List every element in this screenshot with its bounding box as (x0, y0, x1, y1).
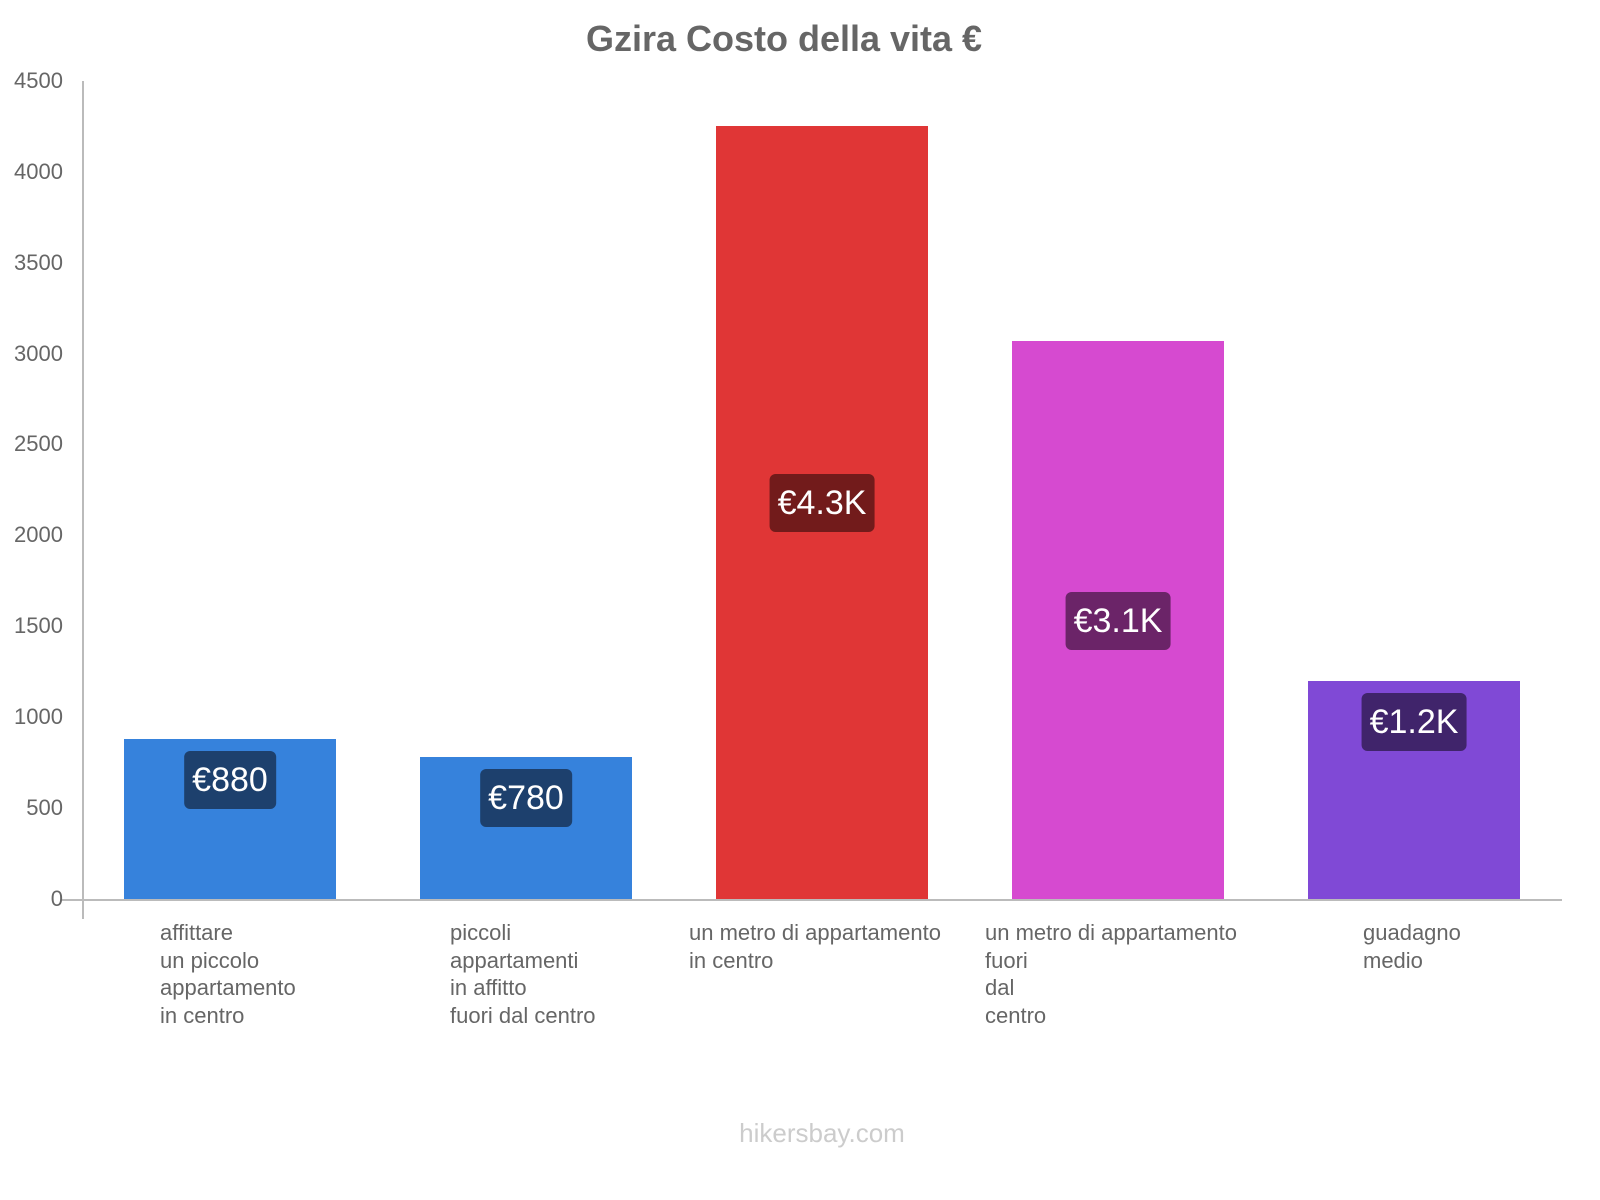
y-tick: 500 (26, 795, 63, 820)
y-axis (82, 81, 84, 919)
x-label: guadagno medio (1363, 920, 1461, 973)
bar-value-label: €880 (184, 751, 276, 810)
y-tick: 1500 (14, 613, 63, 638)
watermark: hikersbay.com (739, 1118, 905, 1148)
y-tick: 3500 (14, 250, 63, 275)
y-tick: 0 (50, 886, 63, 911)
bar-value-label: €1.2K (1361, 692, 1467, 751)
y-tick: 4000 (14, 159, 63, 184)
y-tick: 1000 (14, 704, 63, 729)
y-tick: 2000 (14, 522, 63, 547)
chart-title: Gzira Costo della vita € (585, 18, 983, 59)
x-axis (62, 899, 1562, 901)
bar-sqm-outside[interactable]: €3.1K (1012, 340, 1224, 899)
bar-rent-small-center[interactable]: €880 (124, 739, 336, 899)
bar-value-label: €4.3K (769, 474, 875, 533)
y-tick: 3000 (14, 341, 63, 366)
bar-value-label: €780 (480, 769, 572, 828)
y-tick: 4500 (14, 68, 63, 93)
bar-rent-small-outside[interactable]: €780 (420, 757, 632, 899)
bar-sqm-center[interactable]: €4.3K (716, 126, 928, 899)
bar-average-salary[interactable]: €1.2K (1308, 680, 1520, 899)
x-label: un metro di appartamento in centro (689, 920, 941, 973)
y-tick: 2500 (14, 431, 63, 456)
bar-value-label: €3.1K (1065, 592, 1171, 651)
x-label: piccoli appartamenti in affitto fuori da… (450, 920, 596, 1028)
x-label: affittare un piccolo appartamento in cen… (160, 920, 296, 1028)
x-label: un metro di appartamento fuori dal centr… (985, 920, 1237, 1028)
